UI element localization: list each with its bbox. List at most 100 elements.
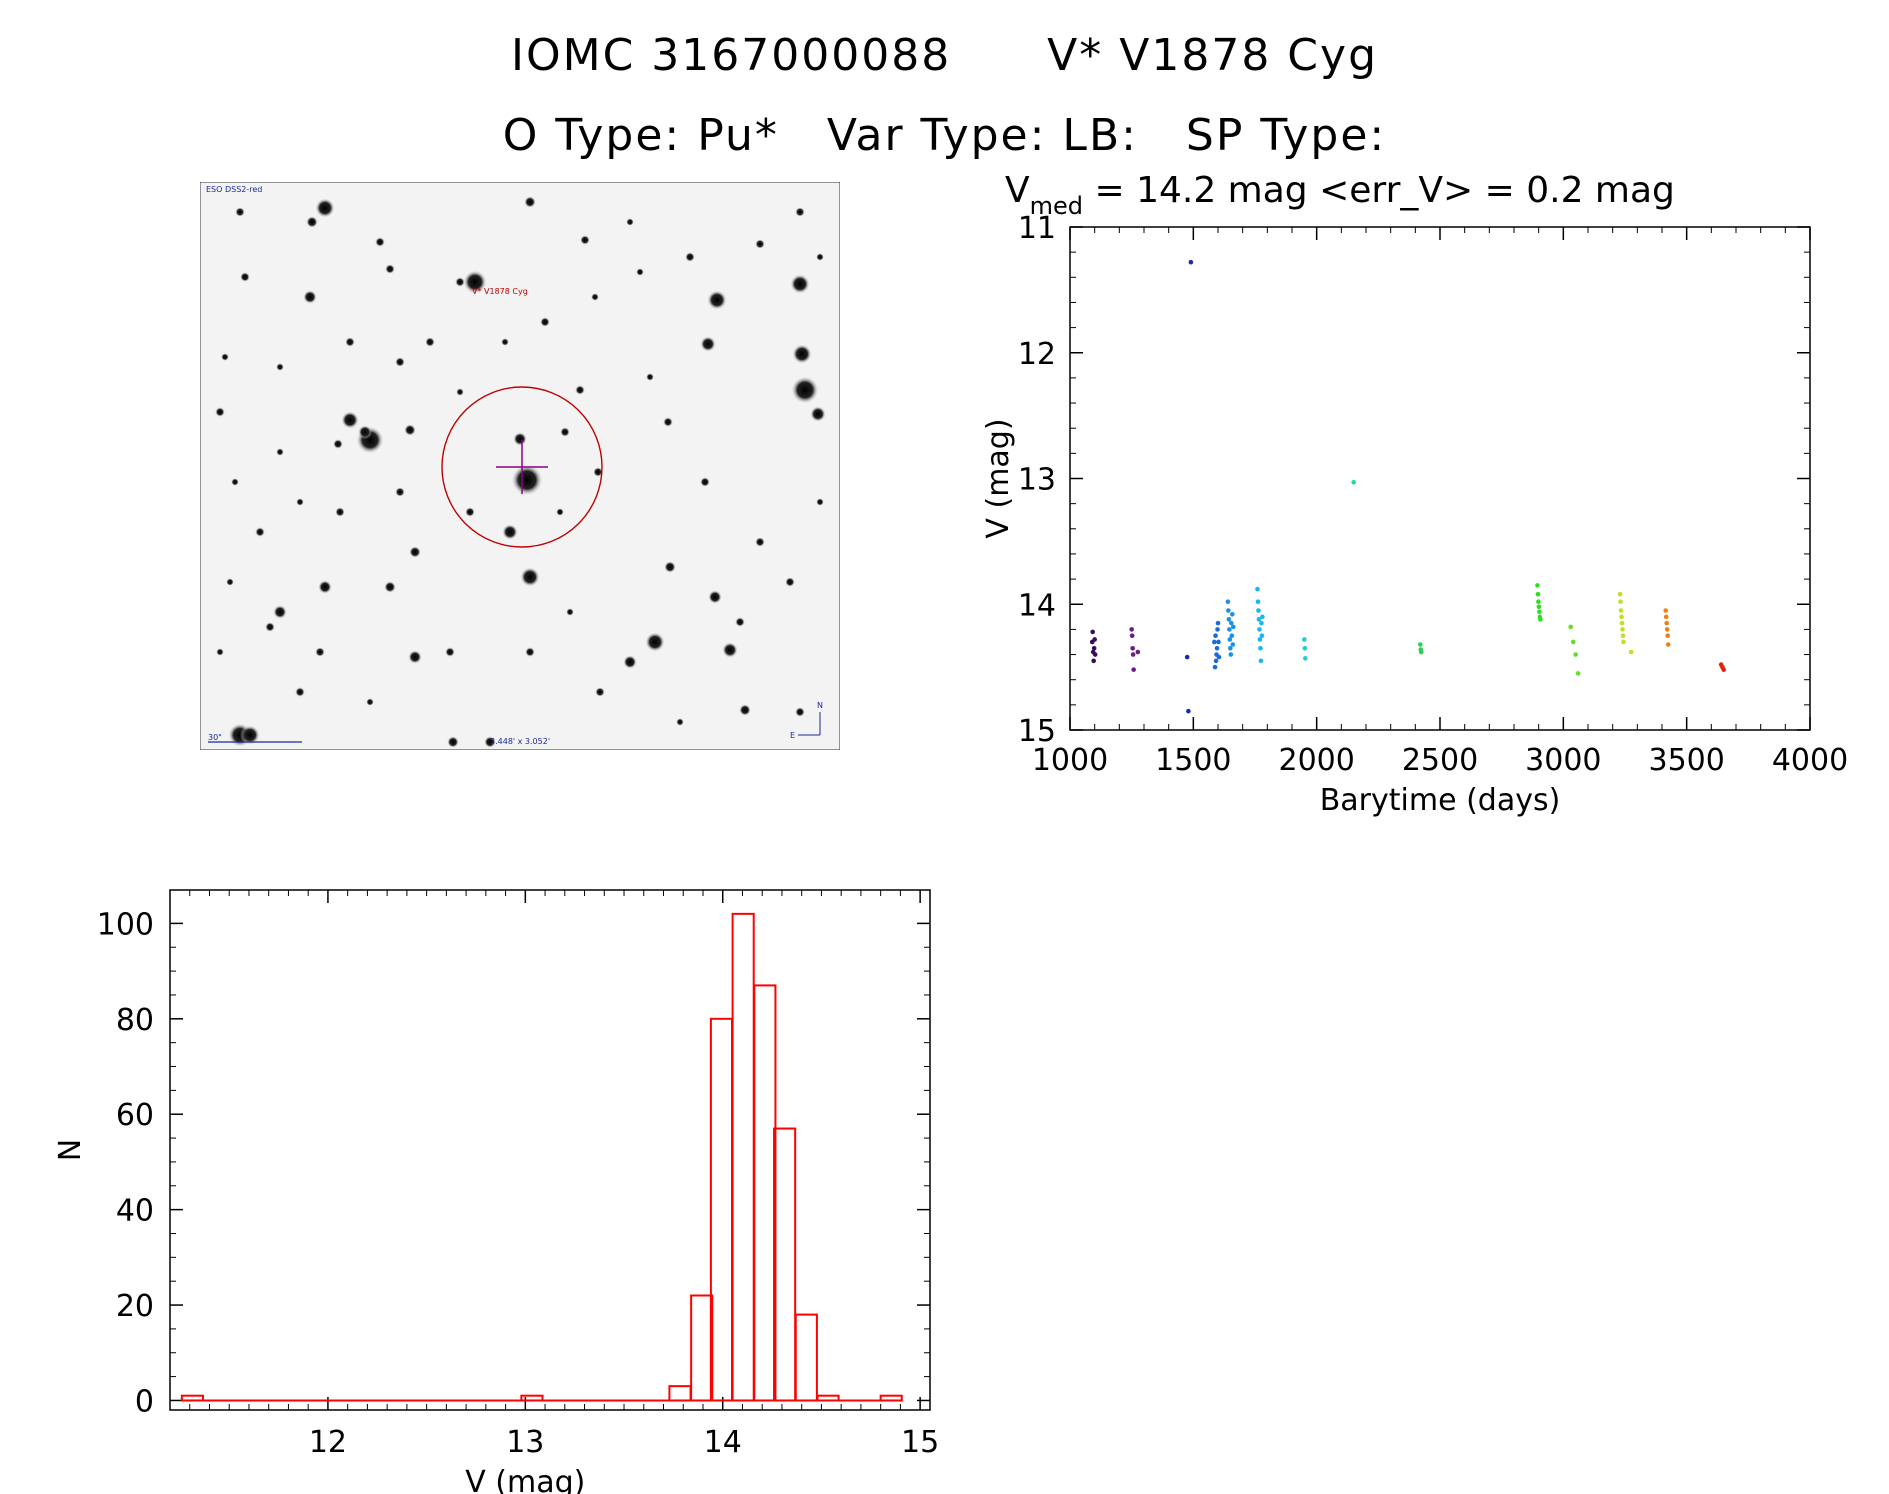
star [580, 235, 590, 245]
data-point [1568, 624, 1574, 630]
data-point [1227, 637, 1233, 642]
data-point [1620, 627, 1625, 632]
data-point [1092, 652, 1098, 657]
data-point [1619, 614, 1624, 620]
star [447, 736, 459, 748]
data-point [1216, 639, 1221, 645]
variability-type: Var Type: LB: [826, 110, 1138, 161]
y-tick-label: 11 [1018, 211, 1056, 246]
data-point [1351, 479, 1356, 485]
survey-label: ESO DSS2-red [206, 185, 262, 194]
star [385, 264, 395, 274]
star [556, 508, 564, 516]
histogram-bar [816, 1394, 840, 1402]
star [335, 507, 345, 517]
data-point [1302, 637, 1307, 642]
star [315, 647, 325, 657]
star [276, 448, 284, 456]
star [700, 336, 716, 352]
data-point [1570, 639, 1576, 645]
data-point [1621, 639, 1626, 645]
histogram-bars [180, 912, 903, 1402]
data-point [1665, 633, 1670, 638]
histogram-bar [180, 1394, 204, 1402]
star [708, 590, 722, 604]
star [513, 432, 527, 446]
star [664, 561, 676, 573]
histogram-x-axis-label: V (mag) [465, 1465, 585, 1494]
data-point [1620, 633, 1626, 638]
star [591, 293, 599, 301]
star [676, 718, 684, 726]
star [785, 577, 795, 587]
data-point [1260, 614, 1265, 620]
data-point [1258, 658, 1264, 664]
star [795, 707, 805, 717]
light-curve-y-axis-label: V (mag) [981, 418, 1016, 538]
data-point [1228, 645, 1233, 651]
data-point [1255, 599, 1261, 605]
star [235, 207, 245, 217]
star [735, 617, 745, 627]
data-point [1619, 620, 1625, 626]
x-tick-label: 2000 [1278, 743, 1354, 778]
star [511, 464, 543, 496]
star [810, 406, 826, 422]
y-tick-label: 14 [1018, 588, 1056, 623]
data-point [1229, 620, 1234, 626]
y-tick-label: 0 [135, 1384, 154, 1419]
data-point [1573, 652, 1578, 657]
data-point [1663, 614, 1669, 620]
star [295, 687, 305, 697]
title-subscript: med [1030, 192, 1083, 220]
data-point [1417, 642, 1423, 647]
star [463, 270, 487, 294]
data-point [1213, 633, 1218, 638]
data-point [1537, 609, 1542, 615]
star [341, 411, 359, 429]
data-point [1303, 656, 1308, 661]
x-tick-label: 15 [901, 1425, 939, 1460]
star [560, 427, 570, 437]
data-point [1257, 627, 1262, 632]
data-point [1721, 667, 1726, 672]
data-point [1617, 591, 1623, 597]
data-point [1229, 633, 1235, 638]
data-point [1664, 620, 1669, 626]
x-tick-label: 1000 [1032, 743, 1108, 778]
light-curve-title: Vmed = 14.2 mag <err_V> = 0.2 mag [1005, 170, 1675, 220]
star [445, 647, 455, 657]
data-point [1256, 617, 1262, 622]
title-v: V [1005, 170, 1030, 211]
star [226, 578, 234, 586]
star [408, 650, 422, 664]
star [306, 216, 318, 228]
histogram-axes: 12 13 14 15 0 20 40 60 80 100 [97, 889, 939, 1460]
star [395, 487, 405, 497]
star [525, 647, 535, 657]
star [456, 388, 464, 396]
data-point [1259, 620, 1264, 626]
star [755, 537, 765, 547]
star [318, 580, 332, 594]
star [739, 704, 751, 716]
star [593, 467, 603, 477]
star [816, 498, 824, 506]
data-point [1186, 708, 1191, 714]
star [816, 253, 824, 261]
x-tick-label: 12 [309, 1425, 347, 1460]
data-point [1091, 645, 1097, 651]
data-point [1129, 627, 1134, 632]
object-id: IOMC 3167000088 [511, 30, 952, 81]
data-point [1129, 633, 1135, 638]
y-tick-label: 80 [116, 1003, 154, 1038]
star [384, 581, 396, 593]
star [455, 277, 465, 287]
data-point [1092, 637, 1097, 642]
data-point [1538, 617, 1543, 622]
spectral-type: SP Type: [1185, 110, 1387, 161]
star [273, 605, 287, 619]
data-point [1228, 652, 1234, 657]
star [645, 632, 665, 652]
star [707, 290, 727, 310]
